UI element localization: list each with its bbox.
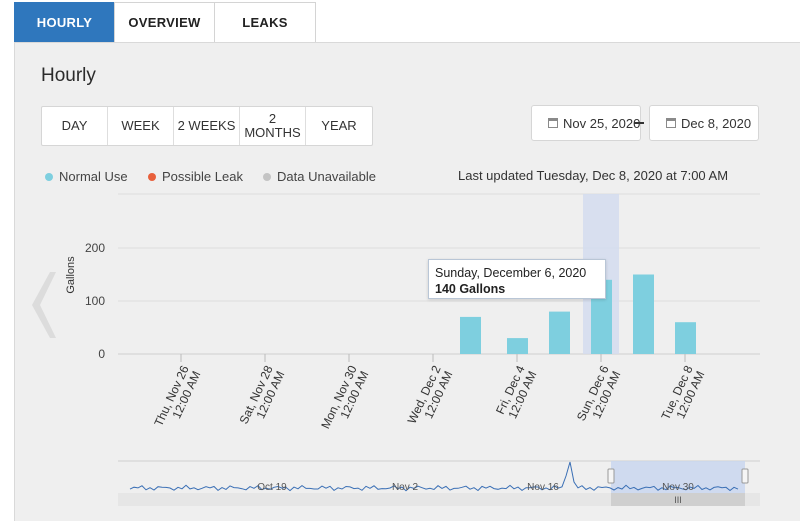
tab-leaks[interactable]: LEAKS	[214, 2, 316, 43]
navigator-scrollbar	[118, 493, 760, 506]
tooltip-date: Sunday, December 6, 2020	[435, 266, 587, 280]
navigator-label: Nov 2	[392, 482, 419, 493]
x-tick-label: Fri, Dec 412:00 AM	[493, 363, 539, 421]
range-selector: DAY WEEK 2 WEEKS 2 MONTHS YEAR	[41, 106, 373, 146]
tooltip-value: 140 Gallons	[435, 282, 506, 296]
usage-bar	[507, 338, 528, 354]
bar-tooltip: Sunday, December 6, 2020 140 Gallons	[428, 259, 606, 299]
navigator-series	[129, 461, 739, 492]
legend-label: Normal Use	[59, 169, 128, 184]
y-tick-label: 100	[85, 294, 105, 308]
calendar-icon	[666, 118, 676, 128]
y-axis-label: Gallons	[65, 256, 77, 294]
tab-hourly[interactable]: HOURLY	[14, 2, 115, 43]
calendar-icon	[548, 118, 558, 128]
hourly-panel: Hourly DAY WEEK 2 WEEKS 2 MONTHS YEAR No…	[14, 42, 800, 521]
end-date-input[interactable]: Dec 8, 2020	[649, 105, 759, 141]
range-week-button[interactable]: WEEK	[108, 107, 174, 145]
range-year-button[interactable]: YEAR	[321, 118, 357, 133]
navigator-label: Nov 16	[527, 482, 559, 493]
view-tabs: HOURLY OVERVIEW LEAKS	[14, 2, 316, 43]
scroll-grip-icon: III	[674, 495, 682, 505]
legend-possible-leak[interactable]: Possible Leak	[148, 169, 243, 184]
x-tick-label: Tue, Dec 812:00 AM	[658, 363, 707, 422]
legend-dot	[148, 172, 156, 181]
legend-label: Possible Leak	[162, 169, 243, 184]
y-tick-label: 0	[98, 347, 105, 361]
last-updated-text: Last updated Tuesday, Dec 8, 2020 at 7:0…	[458, 168, 729, 183]
usage-bar	[633, 274, 654, 354]
legend-dot	[45, 172, 53, 181]
range-2-months-button[interactable]: 2 MONTHS	[240, 107, 306, 145]
y-tick-label: 200	[85, 241, 105, 255]
navigator-handle	[741, 468, 749, 484]
navigator-scroll-thumb	[611, 493, 745, 506]
x-tick-label: Sun, Dec 612:00 AM	[574, 363, 624, 423]
legend-data-unavailable[interactable]: Data Unavailable	[263, 169, 376, 184]
range-2-weeks-button[interactable]: 2 WEEKS	[174, 107, 240, 145]
page-title: Hourly	[41, 65, 96, 86]
usage-bar	[549, 311, 570, 354]
legend-dot	[263, 172, 271, 181]
navigator-handle	[607, 468, 615, 484]
chevron-left-icon[interactable]	[28, 270, 58, 340]
end-date-value: Dec 8, 2020	[681, 115, 752, 131]
legend-normal-use[interactable]: Normal Use	[45, 169, 128, 184]
usage-bar	[675, 322, 696, 354]
date-range-separator	[634, 122, 644, 124]
range-day-button[interactable]: DAY	[42, 107, 108, 145]
legend-label: Data Unavailable	[277, 169, 377, 184]
x-tick-label: Wed, Dec 212:00 AM	[405, 363, 456, 426]
navigator-label: Oct 19	[257, 482, 287, 493]
navigator-label: Nov 30	[662, 482, 694, 493]
start-date-value: Nov 25, 2020	[563, 115, 641, 131]
usage-bar	[460, 316, 481, 354]
start-date-input[interactable]: Nov 25, 2020	[531, 105, 641, 141]
